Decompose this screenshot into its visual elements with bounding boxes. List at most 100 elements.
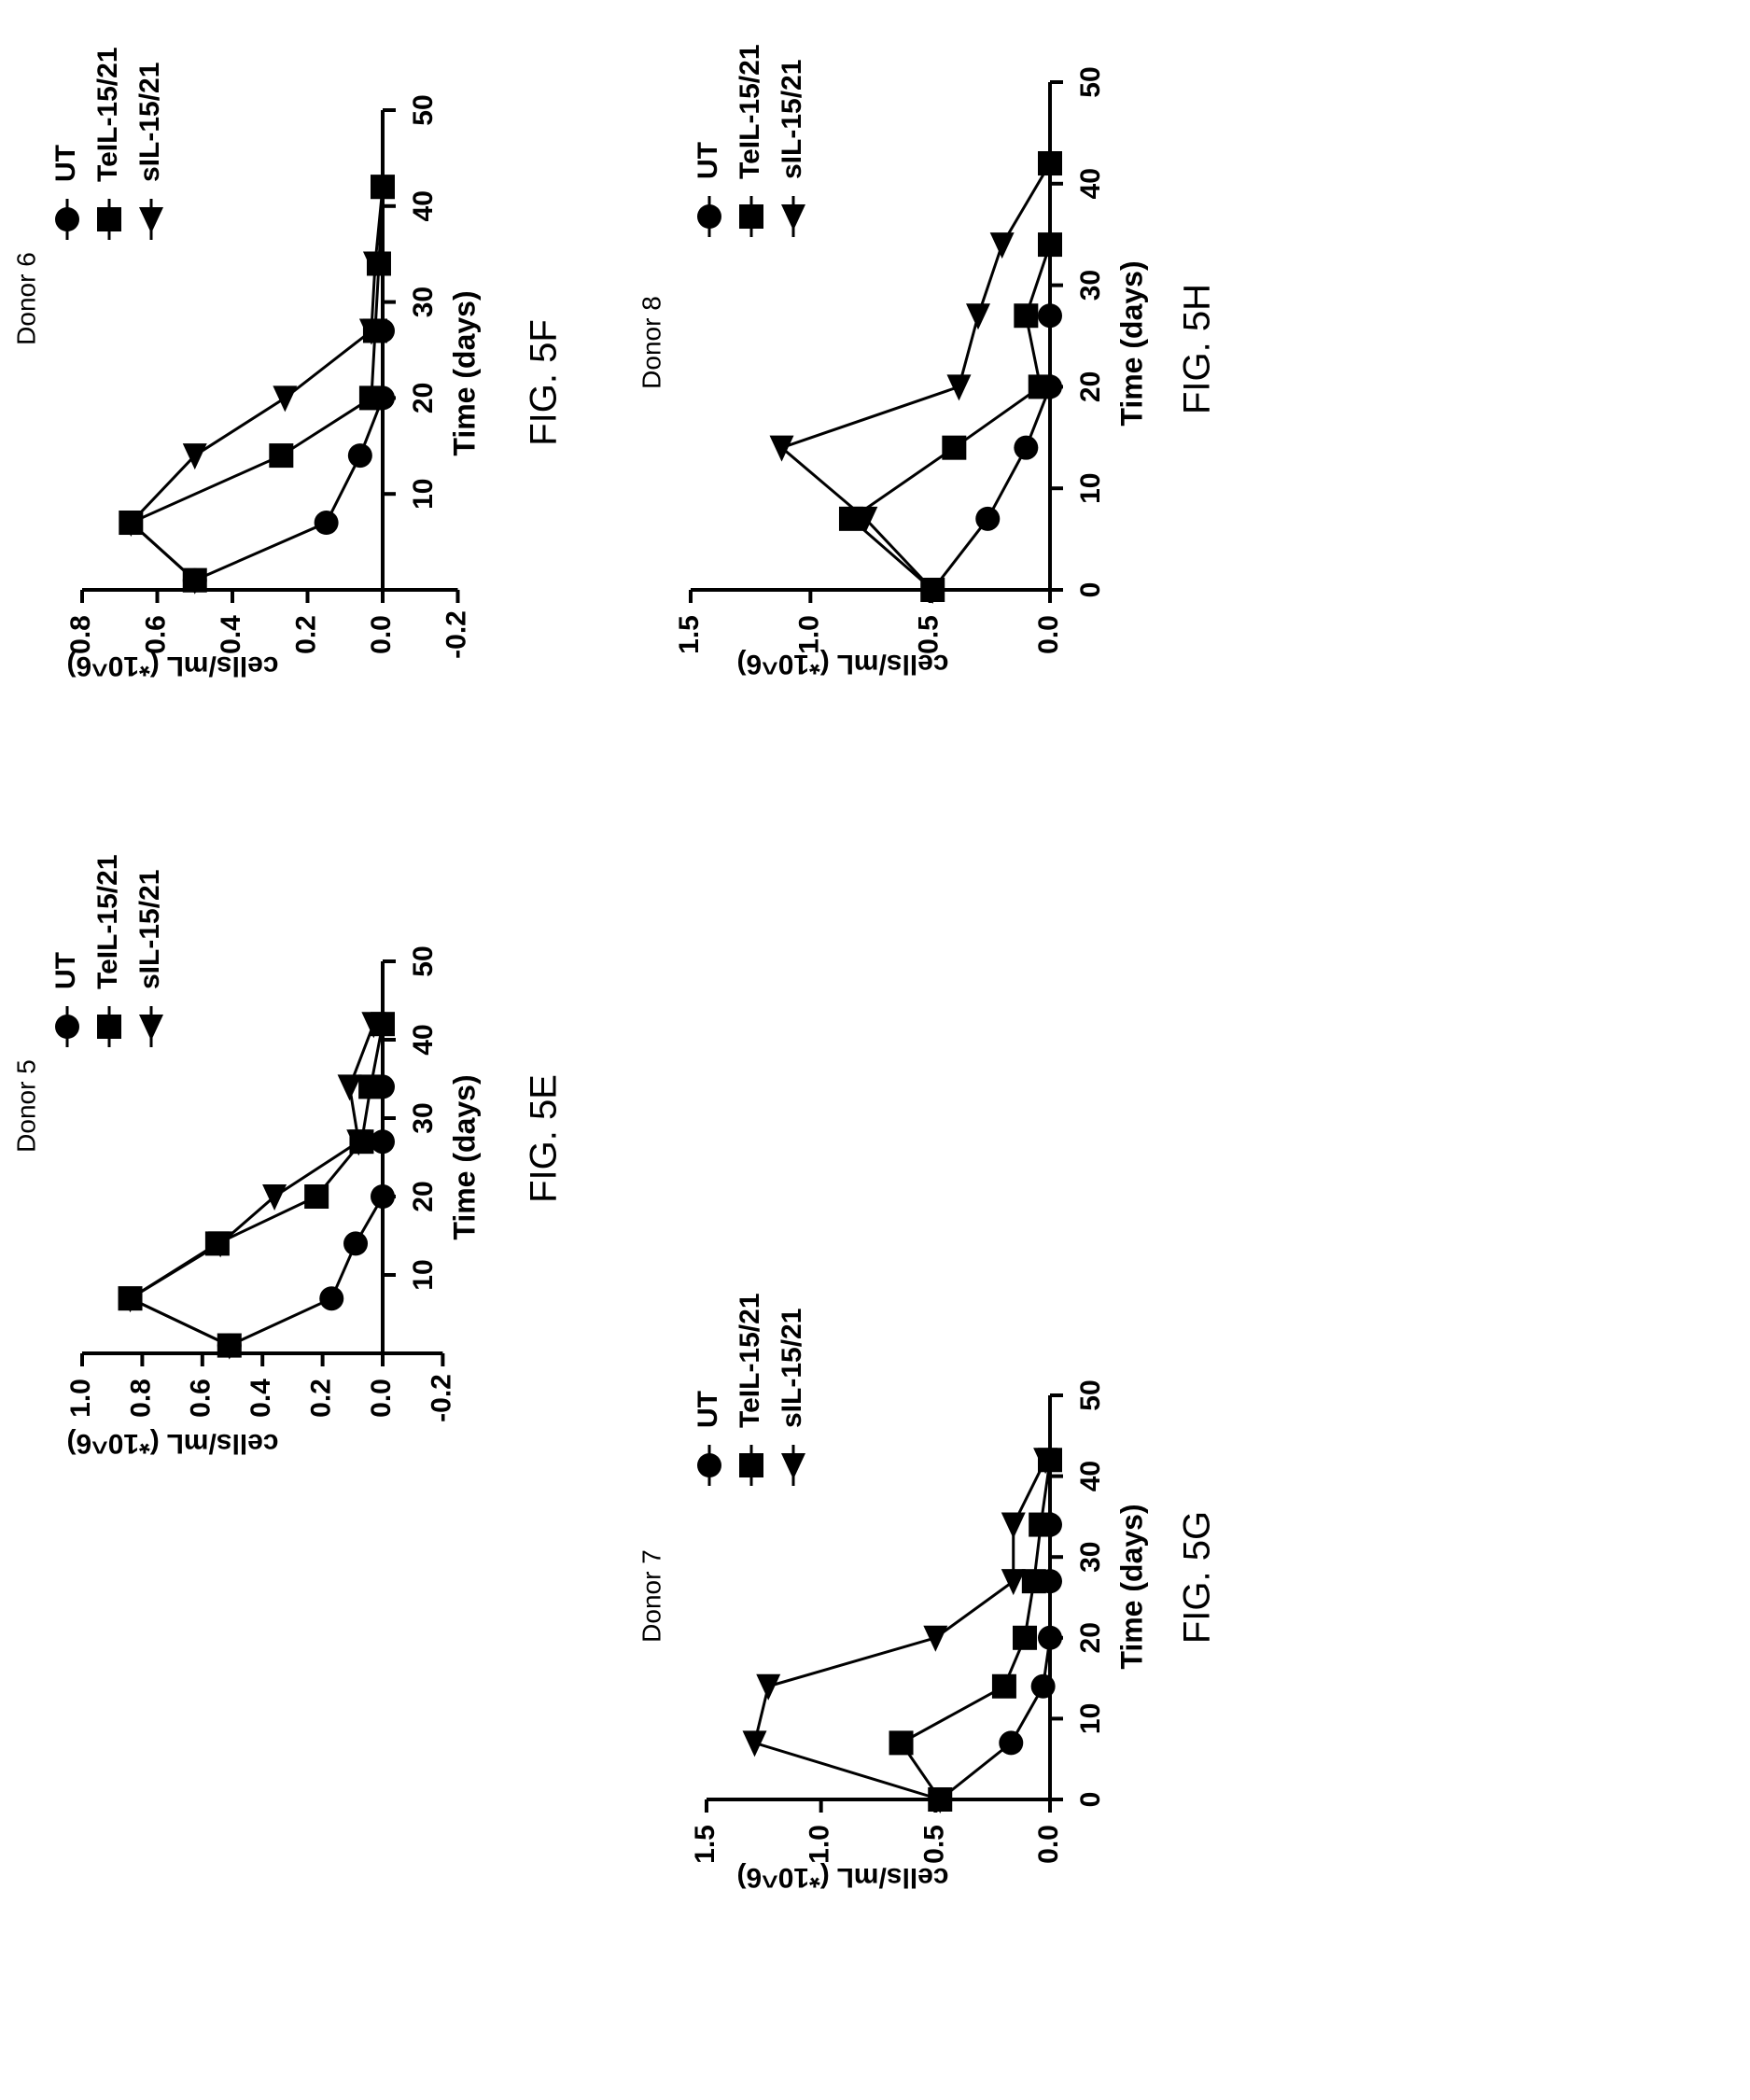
- y-tick-label: 0.6: [186, 1379, 217, 1418]
- data-point: [371, 175, 395, 202]
- chart-title: Donor 5: [11, 1059, 40, 1153]
- y-tick-label: 1.5: [674, 615, 705, 654]
- y-axis-title: cells/mL (*10^6): [66, 1428, 278, 1459]
- legend-marker: [697, 204, 721, 229]
- y-tick-label: 0.4: [245, 1379, 276, 1418]
- legend-label: TeIL-15/21: [735, 1293, 765, 1428]
- legend-label: UT: [50, 952, 81, 989]
- data-point: [343, 1231, 369, 1256]
- data-point: [1030, 1673, 1056, 1699]
- x-tick-label: 10: [1075, 1703, 1106, 1734]
- data-point: [347, 443, 372, 469]
- chart-panel-1: 1.0 0.8 0.6 0.4 0.2 0.0 -0.2 10 20 30 40 50 Time (da…: [11, 854, 564, 1459]
- data-point: [262, 1184, 287, 1211]
- y-axis-title: cells/mL (*10^6): [66, 651, 278, 681]
- x-tick-label: 30: [1075, 1542, 1106, 1573]
- legend-label: sIL-15/21: [777, 1309, 807, 1428]
- x-tick-label: 40: [1075, 168, 1106, 199]
- legend-label: TeIL-15/21: [92, 47, 123, 182]
- legend-label: UT: [50, 145, 81, 182]
- data-point: [999, 1730, 1024, 1756]
- data-point: [358, 318, 384, 345]
- x-tick-label: 20: [1075, 371, 1106, 402]
- legend-label: sIL-15/21: [134, 870, 165, 989]
- y-tick-label: 1.5: [690, 1825, 721, 1864]
- data-point: [1038, 232, 1062, 258]
- legend-label: UT: [693, 1391, 723, 1428]
- figure-label: FIG. 5F: [524, 319, 565, 446]
- series-line-2: [127, 1023, 385, 1347]
- x-tick-label: 40: [408, 1024, 439, 1055]
- chart-title: Donor 7: [637, 1549, 665, 1643]
- chart-title: Donor 8: [637, 296, 665, 389]
- data-point: [946, 374, 972, 401]
- data-point: [361, 1012, 386, 1039]
- data-point: [1029, 1512, 1054, 1537]
- y-tick-label: 0.0: [366, 615, 397, 654]
- x-axis-title: Time (days): [1114, 260, 1148, 426]
- y-tick-label: 0.0: [1033, 1825, 1064, 1864]
- legend-label: TeIL-15/21: [92, 854, 123, 989]
- data-point: [182, 567, 207, 595]
- legend-marker: [139, 207, 163, 233]
- data-point: [337, 1074, 362, 1101]
- y-tick-label: -0.2: [426, 1374, 456, 1422]
- y-tick-label: 0.5: [918, 1825, 949, 1864]
- data-point: [269, 443, 294, 469]
- data-point: [923, 1625, 948, 1652]
- data-point: [1001, 1512, 1026, 1539]
- y-axis-title: cells/mL (*10^6): [736, 1862, 948, 1893]
- data-point: [371, 1184, 395, 1209]
- x-tick-label: 50: [408, 945, 439, 976]
- data-point: [756, 1673, 781, 1701]
- x-tick-label: 40: [1075, 1461, 1106, 1491]
- data-point: [1038, 1625, 1062, 1650]
- series-line-1: [939, 1524, 1052, 1801]
- legend-marker: [781, 204, 805, 231]
- x-axis-title: Time (days): [447, 290, 481, 455]
- data-point: [928, 1787, 953, 1813]
- data-point: [889, 1730, 914, 1756]
- y-tick-label: 0.6: [140, 615, 171, 654]
- data-point: [1033, 1448, 1058, 1475]
- x-tick-label: 30: [408, 1102, 439, 1133]
- data-point: [975, 506, 1001, 531]
- legend-marker: [97, 207, 121, 231]
- data-point: [119, 511, 144, 538]
- y-tick-label: 0.0: [1033, 615, 1064, 654]
- x-tick-label: 10: [408, 479, 439, 510]
- legend-marker: [781, 1453, 805, 1479]
- figure-label: FIG. 5G: [1177, 1511, 1218, 1644]
- chart-panel-3: 1.5 1.0 0.5 0.0 0 10 20 30 40 50 Time (days) cells/…: [637, 1293, 1217, 1893]
- data-point: [1021, 1569, 1046, 1594]
- figure-label: FIG. 5H: [1177, 284, 1218, 414]
- legend-label: sIL-15/21: [134, 63, 165, 182]
- x-tick-label: 20: [1075, 1622, 1106, 1653]
- legend-marker: [139, 1015, 163, 1041]
- x-tick-label: 20: [408, 1181, 439, 1211]
- data-point: [118, 1286, 143, 1313]
- y-tick-label: 1.0: [805, 1825, 835, 1864]
- y-tick-label: 0.4: [216, 615, 246, 654]
- data-point: [1038, 303, 1062, 329]
- legend-label: TeIL-15/21: [735, 44, 765, 179]
- data-point: [362, 251, 387, 278]
- x-tick-label: 0: [1075, 1792, 1106, 1808]
- x-tick-label: 30: [1075, 270, 1106, 301]
- data-point: [1014, 435, 1039, 460]
- series-line-2: [128, 187, 385, 581]
- series-line-3: [778, 162, 1052, 592]
- data-point: [314, 511, 339, 536]
- legend-marker: [55, 1015, 79, 1039]
- data-point: [966, 303, 990, 330]
- data-point: [358, 1074, 384, 1099]
- x-axis-title: Time (days): [447, 1074, 481, 1239]
- data-point: [208, 1231, 233, 1258]
- legend-label: UT: [693, 142, 723, 179]
- data-point: [920, 578, 945, 604]
- x-tick-label: 50: [408, 94, 439, 125]
- figure-label: FIG. 5E: [524, 1074, 565, 1203]
- data-point: [1001, 1569, 1026, 1596]
